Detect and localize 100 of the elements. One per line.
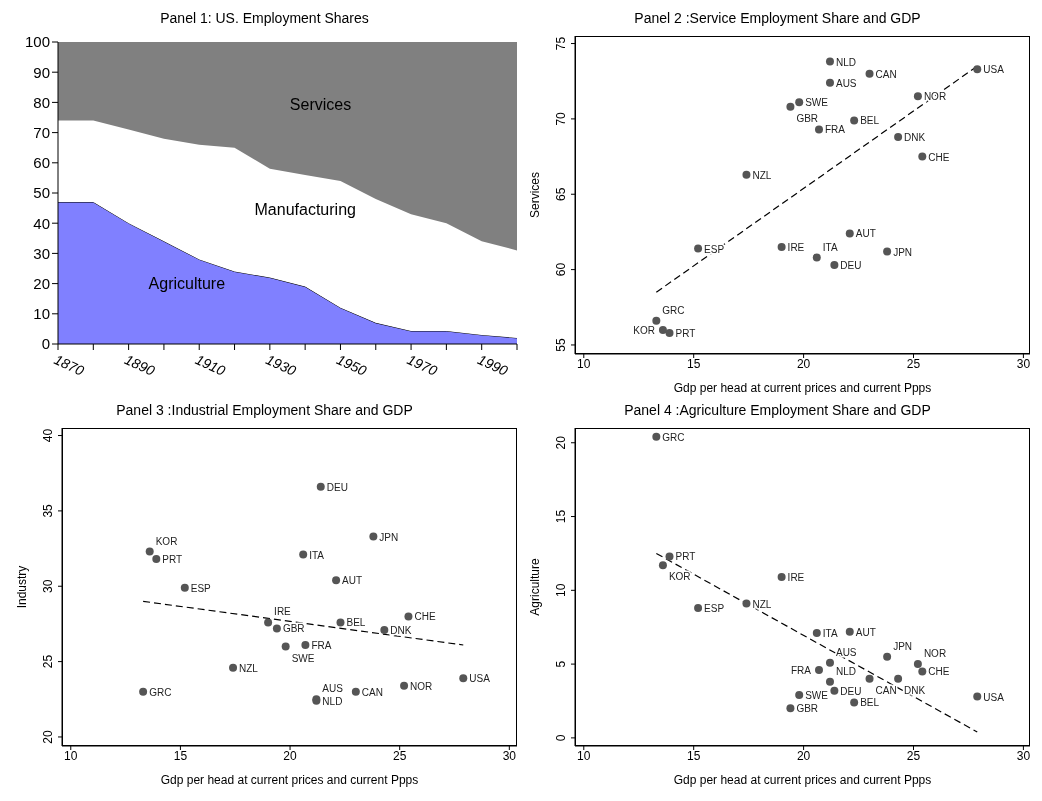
x-tick-label: 30 — [1016, 356, 1031, 371]
y-tick-label: 25 — [41, 654, 55, 669]
point — [180, 583, 189, 592]
y-axis-title: Agriculture — [528, 558, 543, 616]
y-tick-label: 50 — [33, 184, 50, 202]
x-tick-label: 10 — [577, 356, 591, 371]
y-tick-label: 30 — [41, 579, 55, 593]
y-tick-label: 15 — [554, 509, 568, 524]
annotation: NZL — [752, 169, 772, 181]
x-axis-title: Gdp per head at current prices and current Ppps — [160, 773, 419, 787]
x-tick-label: 20 — [796, 748, 811, 763]
point — [316, 482, 325, 491]
x-tick-label: 1990 — [475, 351, 511, 379]
y-tick-label: 10 — [554, 583, 568, 597]
annotation: CAN — [361, 686, 383, 698]
point — [777, 573, 786, 582]
point — [694, 604, 703, 613]
point — [665, 328, 674, 337]
chart-title: Panel 1: US. Employment Shares — [159, 9, 370, 28]
x-axis-title: Gdp per head at current prices and current Ppps — [673, 381, 932, 395]
annotation: ITA — [822, 241, 838, 253]
y-tick-label: 65 — [554, 187, 568, 201]
annotation: KOR — [668, 571, 691, 583]
annotation: ESP — [190, 582, 212, 594]
point — [918, 152, 927, 161]
annotation: GBR — [796, 112, 819, 124]
y-tick-label: 75 — [554, 36, 568, 51]
x-tick-label: 1970 — [404, 351, 440, 379]
point — [812, 629, 821, 638]
annotation: FRA — [311, 640, 332, 652]
point — [264, 618, 273, 627]
x-axis-title: Gdp per head at current prices and current Ppps — [673, 773, 932, 787]
y-tick-label: 0 — [41, 335, 50, 353]
point — [380, 625, 389, 634]
annotation: DEU — [326, 481, 348, 493]
point — [814, 666, 823, 675]
x-tick-label: 30 — [1016, 748, 1031, 763]
annotation: PRT — [675, 327, 696, 339]
x-tick-label: 25 — [393, 748, 407, 763]
y-tick-label: 60 — [554, 262, 568, 277]
point — [825, 78, 834, 87]
series-label: Manufacturing — [254, 200, 356, 218]
annotation: AUS — [835, 646, 857, 658]
x-tick-label: 15 — [173, 748, 188, 763]
annotation: USA — [983, 64, 1005, 76]
point — [894, 132, 903, 141]
x-tick-label: 20 — [796, 356, 811, 371]
annotation: GBR — [282, 623, 305, 635]
y-tick-label: 40 — [33, 214, 50, 232]
annotation: GRC — [662, 431, 685, 443]
annotation: IRE — [274, 606, 292, 618]
point — [694, 244, 703, 253]
point — [332, 576, 341, 585]
annotation: GRC — [149, 686, 172, 698]
annotation: AUT — [855, 626, 876, 638]
annotation: ITA — [822, 628, 838, 640]
point — [883, 652, 892, 661]
annotation: USA — [983, 691, 1005, 703]
y-tick-label: 10 — [33, 305, 50, 323]
annotation: KOR — [633, 324, 655, 336]
point — [795, 691, 804, 700]
annotation: JPN — [893, 246, 913, 258]
annotation: BEL — [860, 697, 880, 709]
y-tick-label: 0 — [554, 734, 568, 742]
point — [369, 532, 378, 541]
annotation: SWE — [291, 652, 315, 664]
annotation: PRT — [675, 551, 696, 563]
point — [459, 674, 468, 683]
point — [918, 667, 927, 676]
y-tick-label: 30 — [33, 244, 50, 262]
point — [786, 102, 795, 111]
annotation: PRT — [162, 554, 183, 566]
annotation: NOR — [923, 648, 947, 660]
annotation: DEU — [840, 260, 862, 272]
x-tick-label: 1950 — [334, 351, 370, 379]
y-tick-label: 100 — [24, 33, 50, 51]
point — [865, 69, 874, 78]
annotation: CAN — [875, 684, 897, 696]
point — [742, 599, 751, 608]
annotation: CHE — [928, 151, 950, 163]
annotation: NOR — [410, 680, 433, 692]
annotation: IRE — [787, 572, 805, 584]
point — [404, 612, 413, 621]
point — [139, 687, 148, 696]
point — [152, 555, 161, 564]
annotation: NZL — [752, 598, 772, 610]
annotation: ESP — [704, 243, 725, 255]
point — [281, 642, 290, 651]
point — [913, 92, 922, 101]
x-tick-label: 25 — [906, 356, 921, 371]
y-tick-label: 70 — [33, 123, 50, 141]
x-tick-label: 30 — [502, 748, 517, 763]
x-tick-label: 20 — [283, 748, 298, 763]
point — [883, 247, 892, 256]
point — [830, 686, 839, 695]
point — [272, 624, 281, 633]
annotation: AUS — [322, 683, 344, 695]
point — [777, 243, 786, 251]
point — [742, 170, 751, 179]
annotation: KOR — [155, 535, 178, 547]
